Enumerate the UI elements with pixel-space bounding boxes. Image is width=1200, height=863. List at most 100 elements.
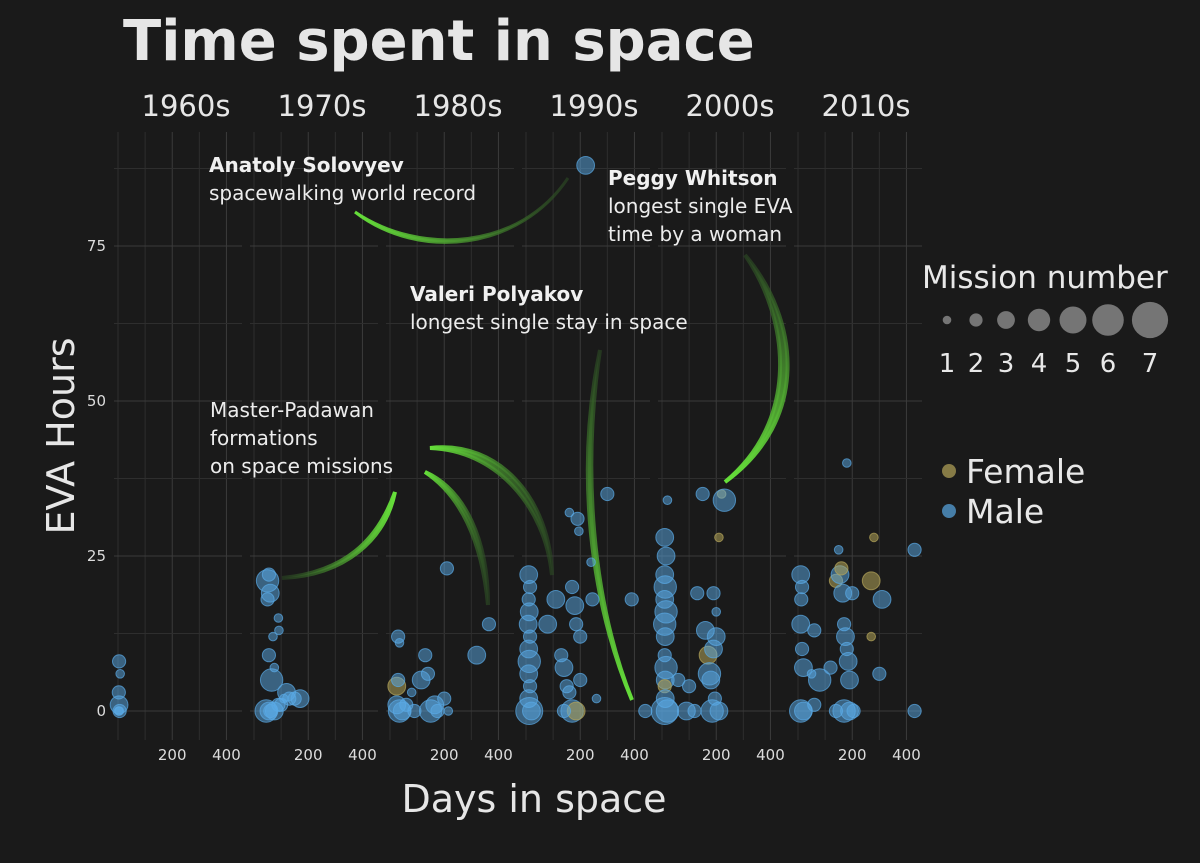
data-point (687, 703, 702, 719)
annotation-padawan-text-1: Master-Padawan (210, 398, 374, 422)
x-axis-ticks: 200 400 200 400 200 400 200 400 200 400 200 400 (158, 746, 921, 764)
annotation-solovyev-name: Anatoly Solovyev (209, 153, 404, 177)
curve-polyakov (585, 349, 634, 701)
size-legend-circle (969, 313, 983, 327)
facet-label-2010s: 2010s (822, 89, 911, 123)
size-legend-circle (942, 315, 952, 325)
size-legend-label: 5 (1065, 349, 1082, 379)
data-point (111, 654, 127, 669)
data-point (260, 592, 275, 607)
data-point (655, 627, 675, 646)
data-point (807, 623, 822, 638)
data-point (600, 486, 615, 502)
grid (114, 132, 922, 740)
annotation-polyakov-text: longest single stay in space (410, 310, 688, 334)
x-tick-label: 200 (294, 746, 323, 764)
data-point (682, 679, 697, 694)
y-tick-label: 50 (87, 392, 106, 410)
data-point (861, 571, 881, 591)
facet-label-2000s: 2000s (686, 89, 775, 123)
data-point (562, 685, 577, 700)
size-legend-circle (1059, 306, 1087, 334)
size-legend-label: 2 (968, 349, 985, 379)
y-tick-label: 75 (87, 237, 106, 255)
x-tick-label: 400 (212, 746, 241, 764)
size-legend-title: Mission number (922, 260, 1168, 296)
x-tick-label: 200 (430, 746, 459, 764)
data-point (391, 672, 406, 688)
data-point (714, 532, 724, 543)
data-point (279, 693, 289, 704)
data-point (828, 703, 844, 719)
data-point (570, 511, 585, 526)
data-point (840, 670, 859, 690)
data-point (437, 691, 452, 706)
data-point (794, 641, 810, 657)
facet-label-1980s: 1980s (414, 89, 503, 123)
data-point (709, 701, 729, 721)
data-point (846, 703, 861, 719)
data-point (576, 156, 596, 175)
y-axis-ticks: 0 25 50 75 (87, 237, 106, 720)
data-point (418, 648, 433, 663)
data-point (834, 561, 849, 576)
annotation-whitson-name: Peggy Whitson (608, 166, 777, 190)
color-legend-swatch-female (942, 464, 956, 478)
x-axis-title: Days in space (401, 777, 666, 821)
data-point (701, 670, 721, 690)
data-point (585, 592, 600, 607)
data-point (845, 586, 860, 601)
data-point (807, 668, 832, 692)
size-legend-circle (1131, 301, 1169, 339)
data-point (823, 660, 838, 675)
data-point (638, 703, 653, 719)
data-point (439, 561, 455, 576)
data-points (109, 156, 922, 725)
data-point (907, 542, 922, 557)
data-point (261, 648, 277, 663)
size-legend-label: 6 (1100, 349, 1117, 379)
data-point (872, 590, 892, 609)
data-point (695, 486, 710, 502)
curve-solovyev (354, 177, 570, 244)
data-point (394, 638, 405, 648)
data-point (420, 666, 436, 681)
data-point (671, 672, 686, 688)
curve-padawan-2 (423, 470, 490, 606)
data-point (268, 631, 278, 642)
data-point (574, 526, 584, 537)
data-point (406, 687, 417, 698)
data-point (564, 507, 575, 518)
data-point (274, 625, 284, 636)
data-point (712, 488, 737, 512)
chart-title: Time spent in space (123, 9, 755, 74)
size-legend-label: 1 (939, 349, 956, 379)
facet-label-1990s: 1990s (550, 89, 639, 123)
data-point (624, 592, 639, 607)
color-legend-label-male: Male (966, 492, 1044, 531)
data-point (791, 614, 811, 634)
color-legend-label-female: Female (966, 452, 1085, 491)
data-point (573, 672, 588, 688)
data-point (546, 590, 566, 609)
size-legend-circle (1027, 308, 1051, 332)
data-point (538, 614, 558, 634)
data-point (481, 617, 497, 632)
y-tick-label: 0 (96, 702, 106, 720)
data-point (706, 586, 721, 601)
size-legend-label: 3 (998, 349, 1015, 379)
data-point (522, 701, 541, 721)
annotation-padawan-text-2: formations (210, 426, 318, 450)
data-point (838, 652, 858, 671)
annotation-curves (281, 177, 790, 701)
annotation-polyakov-name: Valeri Polyakov (410, 282, 583, 306)
data-point (807, 697, 822, 712)
data-point (842, 458, 852, 468)
size-legend-circle (1092, 304, 1124, 336)
